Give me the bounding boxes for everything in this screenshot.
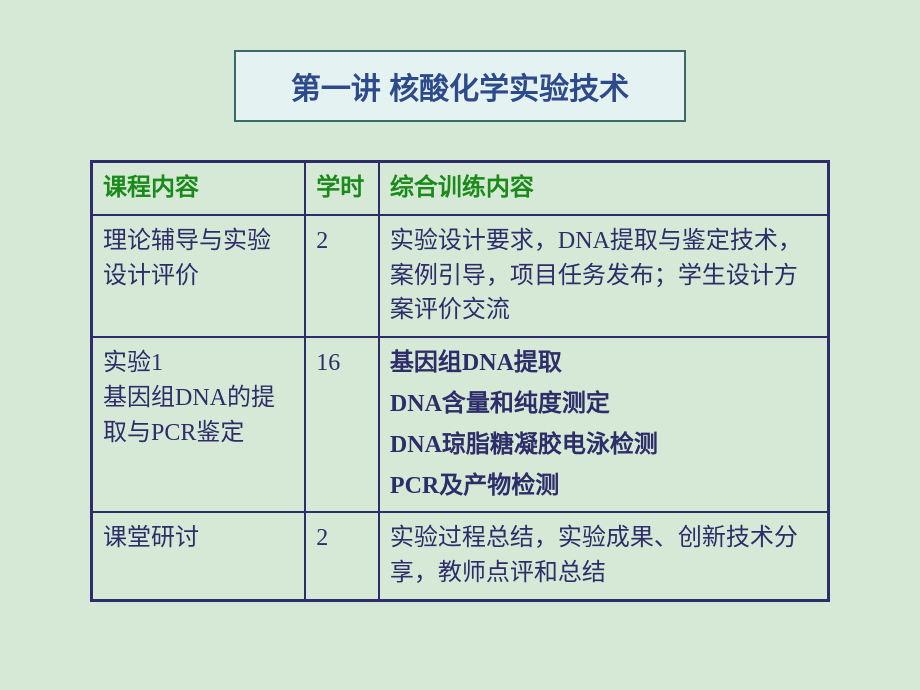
table-row: 课堂研讨 2 实验过程总结，实验成果、创新技术分享，教师点评和总结 [92, 512, 829, 600]
table-header-row: 课程内容 学时 综合训练内容 [92, 162, 829, 215]
table-row: 理论辅导与实验设计评价 2 实验设计要求，DNA提取与鉴定技术，案例引导，项目任… [92, 215, 829, 337]
slide-container: 第一讲 核酸化学实验技术 课程内容 学时 综合训练内容 理论辅导与实验设计评价 … [0, 0, 920, 690]
row3-training: 实验过程总结，实验成果、创新技术分享，教师点评和总结 [379, 512, 829, 600]
row2-hours: 16 [305, 337, 379, 512]
row2-training: 基因组DNA提取 DNA含量和纯度测定 DNA琼脂糖凝胶电泳检测 PCR及产物检… [379, 337, 829, 512]
row2-course-line2: 基因组DNA的提取与PCR鉴定 [103, 381, 294, 451]
row1-training: 实验设计要求，DNA提取与鉴定技术，案例引导，项目任务发布；学生设计方案评价交流 [379, 215, 829, 337]
title-box: 第一讲 核酸化学实验技术 [234, 50, 686, 122]
table-row: 实验1 基因组DNA的提取与PCR鉴定 16 基因组DNA提取 DNA含量和纯度… [92, 337, 829, 512]
row2-detail-3: DNA琼脂糖凝胶电泳检测 [390, 428, 817, 463]
row2-detail-2: DNA含量和纯度测定 [390, 387, 817, 422]
row2-detail-1: 基因组DNA提取 [390, 346, 817, 381]
row2-course: 实验1 基因组DNA的提取与PCR鉴定 [92, 337, 306, 512]
row2-detail-4: PCR及产物检测 [390, 469, 817, 504]
row2-course-line1: 实验1 [103, 346, 294, 381]
row3-hours: 2 [305, 512, 379, 600]
header-course: 课程内容 [92, 162, 306, 215]
course-table: 课程内容 学时 综合训练内容 理论辅导与实验设计评价 2 实验设计要求，DNA提… [90, 160, 830, 602]
header-hours: 学时 [305, 162, 379, 215]
row3-course: 课堂研讨 [92, 512, 306, 600]
row1-course: 理论辅导与实验设计评价 [92, 215, 306, 337]
row1-hours: 2 [305, 215, 379, 337]
header-training: 综合训练内容 [379, 162, 829, 215]
slide-title: 第一讲 核酸化学实验技术 [291, 73, 629, 106]
